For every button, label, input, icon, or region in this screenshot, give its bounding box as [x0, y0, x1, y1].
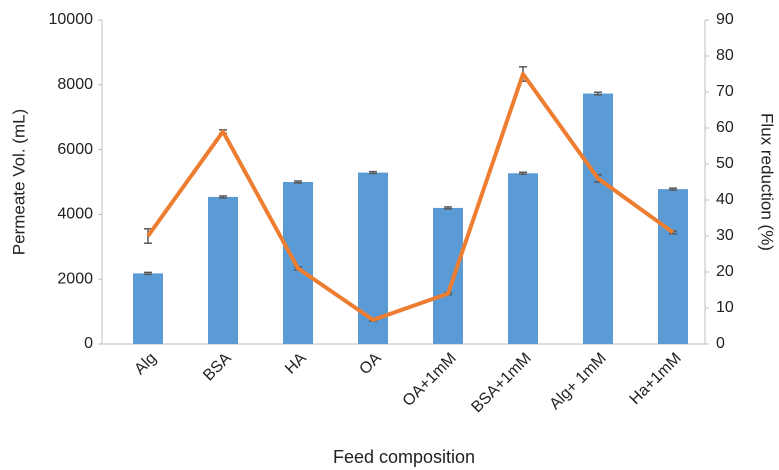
y2-axis-title: Flux reduction (%): [758, 113, 777, 251]
y2-tick-label: 90: [716, 11, 734, 28]
x-tick-label: OA: [356, 350, 385, 379]
x-tick-label: Alg+ 1mM: [547, 350, 610, 413]
y-tick-label: 4000: [57, 206, 93, 223]
x-axis-title: Feed composition: [333, 447, 475, 467]
x-tick-label: HA: [282, 350, 310, 378]
bar: [283, 182, 313, 344]
bar: [658, 189, 688, 344]
bar: [583, 93, 613, 344]
y-tick-label: 0: [84, 335, 93, 352]
y2-tick-label: 30: [716, 227, 734, 244]
x-tick-label: Ha+1mM: [627, 350, 685, 408]
x-tick-label: BSA: [200, 350, 235, 385]
y-axis-title: Permeate Vol. (mL): [9, 109, 28, 255]
y2-tick-label: 70: [716, 83, 734, 100]
y-tick-label: 10000: [49, 11, 94, 28]
bar: [208, 196, 238, 344]
y2-tick-label: 80: [716, 47, 734, 64]
y2-tick-label: 10: [716, 299, 734, 316]
x-tick-label: BSA+1mM: [468, 350, 534, 416]
y-tick-label: 2000: [57, 270, 93, 287]
y2-tick-label: 50: [716, 155, 734, 172]
y-tick-label: 6000: [57, 141, 93, 158]
bar: [133, 273, 163, 344]
y-tick-label: 8000: [57, 76, 93, 93]
y2-tick-label: 20: [716, 263, 734, 280]
x-tick-label: Alg: [131, 350, 159, 378]
y2-tick-label: 0: [716, 335, 725, 352]
line: [146, 72, 675, 322]
bar: [433, 207, 463, 344]
y2-tick-label: 40: [716, 191, 734, 208]
y2-tick-label: 60: [716, 119, 734, 136]
x-tick-label: OA+1mM: [400, 350, 460, 410]
bar: [508, 173, 538, 344]
